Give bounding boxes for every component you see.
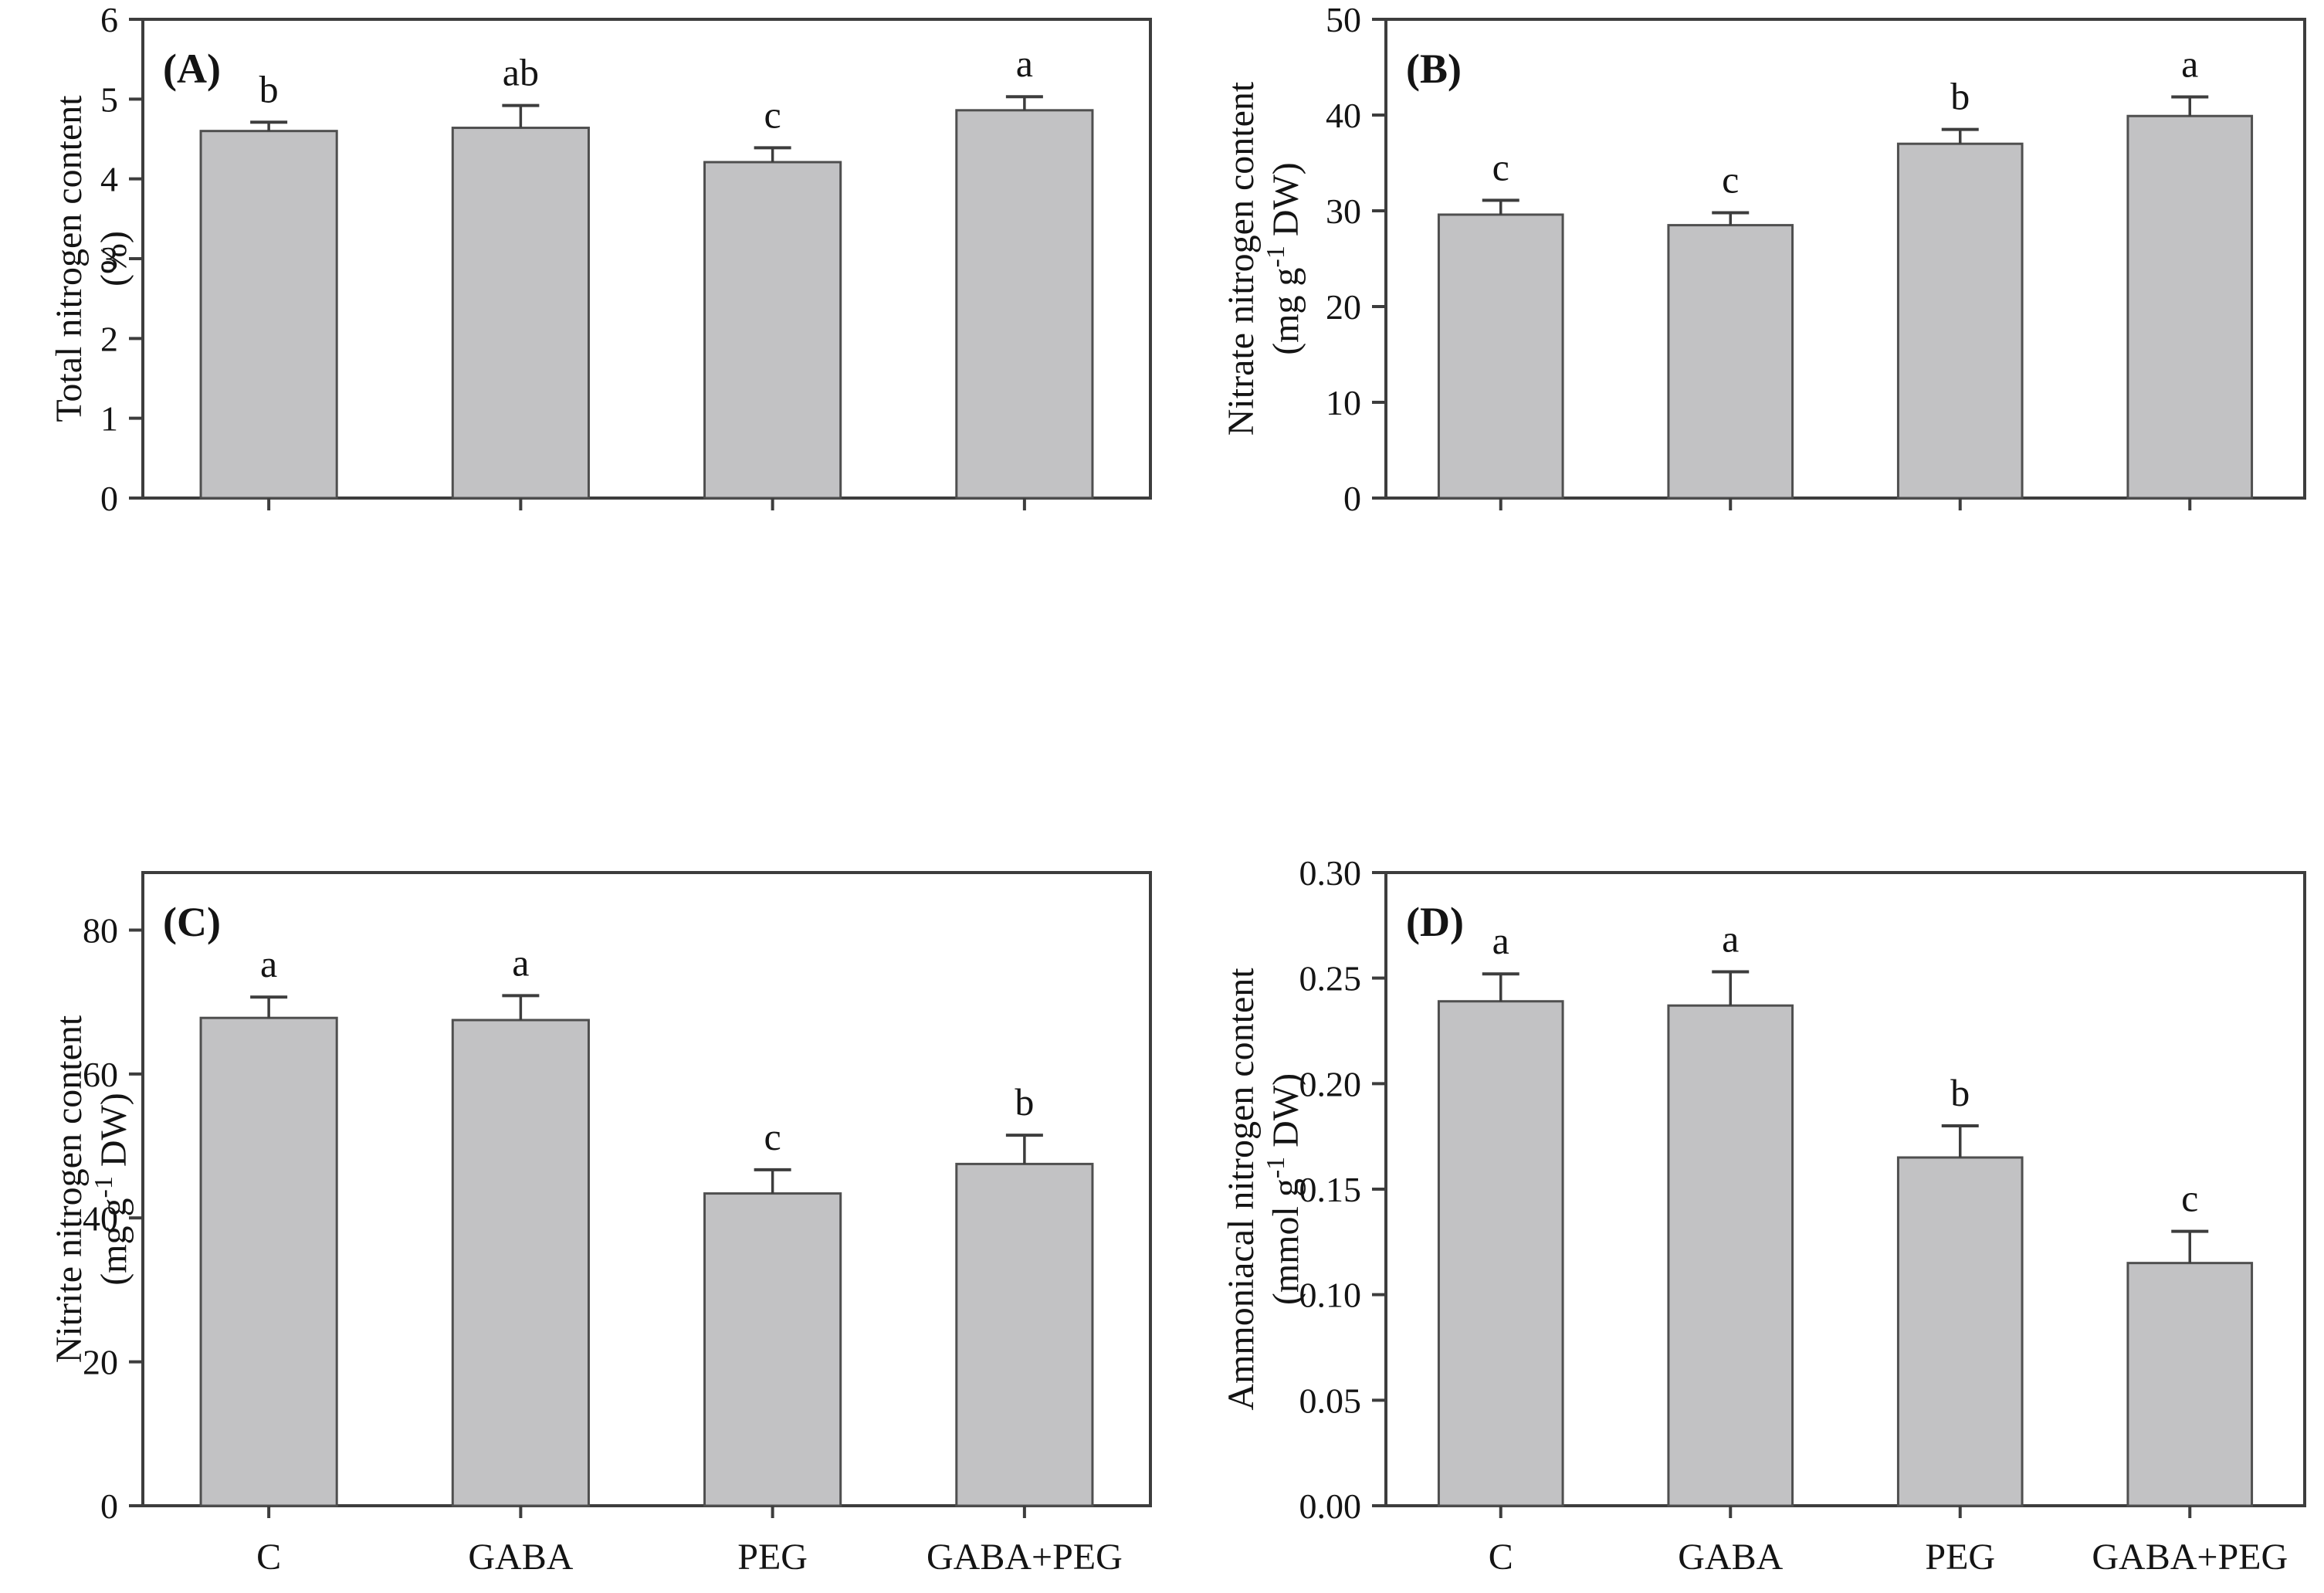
y-tick-label: 10 — [1326, 383, 1361, 422]
significance-letter: b — [259, 67, 279, 110]
panel-label: (C) — [163, 899, 221, 945]
y-tick-label: 5 — [100, 80, 118, 119]
y-tick-label: 4 — [100, 160, 118, 199]
x-tick-label: PEG — [1925, 1537, 1995, 1578]
y-tick-label: 0.25 — [1299, 959, 1362, 998]
significance-letter: c — [764, 1115, 781, 1158]
y-tick-label: 0.20 — [1299, 1064, 1362, 1103]
significance-letter: b — [1950, 75, 1970, 118]
y-tick-label: 0 — [100, 1486, 118, 1526]
plot-frame — [1384, 18, 2306, 500]
bar — [451, 1019, 590, 1507]
significance-letter: a — [1016, 42, 1033, 85]
y-tick-label: 80 — [83, 911, 118, 951]
bar — [199, 130, 338, 500]
significance-letter: b — [1950, 1071, 1970, 1114]
y-axis-title: Nitrate nitrogen content (mg g-1 DW) — [1221, 81, 1306, 436]
significance-letter: a — [1722, 917, 1739, 960]
significance-letter: c — [1492, 145, 1509, 188]
plot-frame — [141, 871, 1152, 1507]
panel-total-nitrogen: 0 1 2 3 4 5 6 b ab c a (A) Total nitrogen content (%) — [0, 0, 1162, 797]
significance-letter: a — [1492, 919, 1509, 962]
y-tick-label: 40 — [83, 1198, 118, 1238]
y-tick-label: 20 — [83, 1343, 118, 1382]
significance-letter: a — [2181, 42, 2198, 85]
bar — [1437, 213, 1564, 500]
significance-letter: b — [1015, 1080, 1034, 1124]
y-tick-label: 1 — [100, 399, 118, 439]
y-axis-title: Ammoniacal nitrogen content (mmol g-1 DW) — [1221, 968, 1306, 1411]
bar — [1896, 142, 2024, 500]
y-tick-label: 0.05 — [1299, 1381, 1362, 1420]
y-tick-label: 0 — [1343, 479, 1361, 518]
y-tick-label: 2 — [100, 319, 118, 358]
y-tick-label: 3 — [100, 239, 118, 279]
bar — [451, 127, 590, 500]
x-tick-label: GABA — [1678, 1537, 1783, 1578]
y-axis-title: Total nitrogen content (%) — [49, 95, 134, 422]
y-tick-label: 0 — [100, 479, 118, 518]
bar — [1667, 224, 1794, 500]
significance-letter: a — [260, 942, 277, 985]
panel-svg: 0 1 2 3 4 5 6 b ab c a (A) Total nitrogen content (%) — [49, 0, 1152, 518]
x-tick-label: GABA+PEG — [2092, 1537, 2288, 1578]
bar — [1896, 1156, 2024, 1507]
significance-letter: a — [512, 941, 529, 984]
x-tick-label: GABA+PEG — [927, 1537, 1123, 1578]
bar — [955, 1162, 1094, 1507]
bar — [1437, 1000, 1564, 1507]
panel-label: (B) — [1406, 46, 1462, 92]
y-tick-label: 0.15 — [1299, 1170, 1362, 1209]
x-tick-label: PEG — [737, 1537, 808, 1578]
significance-letter: c — [764, 93, 781, 136]
panel-nitrate-nitrogen: 0 10 20 30 40 50 c c b a (B) Nitrate nitrogen conte… — [1162, 0, 2324, 797]
bar — [199, 1016, 338, 1507]
bar — [2126, 114, 2254, 500]
x-tick-label: C — [256, 1537, 281, 1578]
y-tick-label: 50 — [1326, 0, 1361, 39]
bar — [2126, 1262, 2254, 1507]
panel-svg: 0 20 40 60 80 a Ca GABA c PEG b GABA+PEG (C) Nitrite … — [49, 871, 1152, 1578]
bar — [703, 161, 842, 500]
significance-letter: c — [1722, 158, 1739, 201]
x-tick-label: C — [1489, 1537, 1513, 1578]
y-tick-label: 0.30 — [1299, 853, 1362, 893]
significance-letter: c — [2181, 1177, 2198, 1220]
y-tick-label: 20 — [1326, 287, 1361, 327]
bar — [1667, 1004, 1794, 1507]
y-tick-label: 0.00 — [1299, 1486, 1362, 1526]
panel-svg: 0.00 0.05 0.10 0.15 0.20 0.25 0.30 a Ca GABA b PEG c… — [1221, 853, 2306, 1578]
y-tick-label: 6 — [100, 0, 118, 39]
bar — [703, 1192, 842, 1507]
y-tick-label: 30 — [1326, 191, 1361, 231]
panel-label: (D) — [1406, 899, 1464, 945]
panel-svg: 0 10 20 30 40 50 c c b a (B) Nitrate nitrogen conte… — [1221, 0, 2306, 518]
bar — [955, 109, 1094, 500]
y-tick-label: 40 — [1326, 96, 1361, 135]
significance-letter: ab — [503, 51, 539, 94]
x-tick-label: GABA — [468, 1537, 573, 1578]
y-tick-label: 0.10 — [1299, 1276, 1362, 1315]
y-tick-label: 60 — [83, 1055, 118, 1094]
panel-label: (A) — [163, 46, 221, 92]
y-axis-title: Nitrite nitrogen content (mg g-1 DW) — [49, 1015, 134, 1363]
